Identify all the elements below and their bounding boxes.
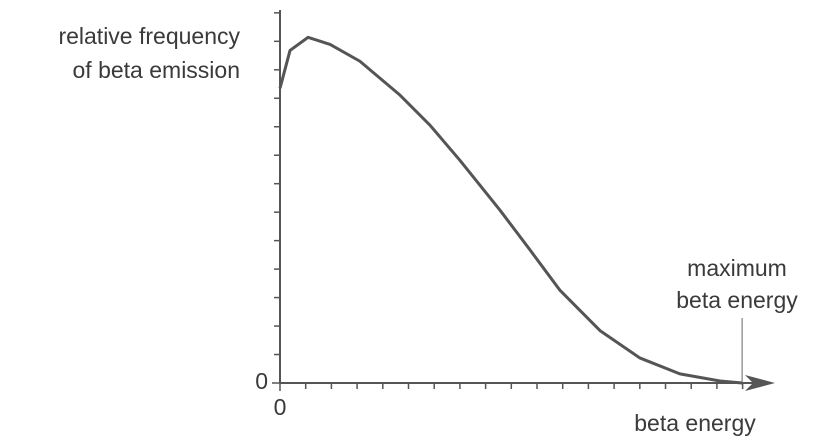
- y-axis-label: relative frequency: [58, 23, 240, 49]
- annotation: beta energy: [676, 287, 798, 313]
- data-line: [278, 35, 743, 385]
- x-axis-arrow: [745, 375, 775, 391]
- annotation: maximum: [687, 255, 787, 281]
- y-tick-label: 0: [255, 368, 268, 394]
- y-axis-label: of beta emission: [73, 57, 240, 83]
- x-axis-label: beta energy: [634, 410, 756, 436]
- x-tick-label: 0: [274, 394, 287, 420]
